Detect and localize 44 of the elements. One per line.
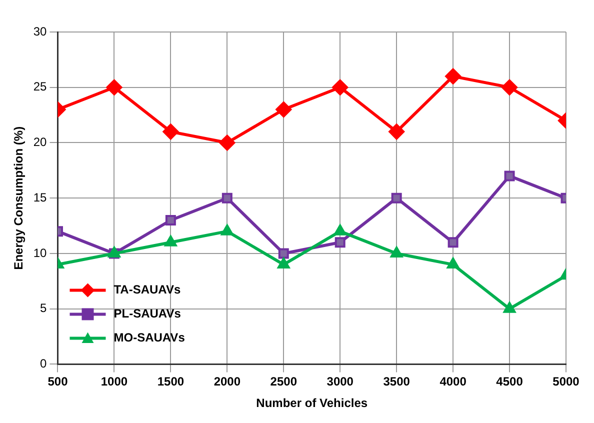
point <box>334 224 346 236</box>
point <box>448 237 458 248</box>
point <box>334 237 346 248</box>
point <box>278 248 289 259</box>
y-tick-label: 5 <box>40 301 48 316</box>
point <box>277 258 290 269</box>
point <box>332 79 348 96</box>
point <box>165 215 176 226</box>
point <box>220 224 234 236</box>
y-tick-label: 20 <box>33 135 48 150</box>
y-tick-label: 10 <box>33 246 48 260</box>
point <box>162 124 179 140</box>
x-tick-label: 2000 <box>214 374 241 389</box>
x-tick-label: 1000 <box>100 374 128 389</box>
point <box>446 258 460 269</box>
point <box>504 170 515 182</box>
x-tick-label: 4000 <box>440 374 467 389</box>
legend-label: MO-SAUAVs <box>114 330 186 345</box>
legend-label: PL-SAUAVs <box>114 306 182 321</box>
x-tick-label: 4500 <box>496 374 524 389</box>
x-tick-label: 1500 <box>157 374 184 389</box>
legend-label: TA-SAUAVs <box>114 282 181 297</box>
y-tick-label: 30 <box>33 24 48 38</box>
x-tick-label: 3500 <box>383 374 410 389</box>
x-axis-title: Number of Vehicles <box>256 396 368 410</box>
x-tick-label: 5000 <box>552 374 580 389</box>
y-tick-label: 0 <box>40 356 48 371</box>
y-tick-label: 25 <box>33 80 48 94</box>
point <box>503 302 516 313</box>
point <box>222 192 232 204</box>
x-tick-label: 2500 <box>270 374 298 389</box>
point <box>445 68 462 84</box>
point <box>164 235 177 246</box>
x-tick-label: 500 <box>48 374 68 389</box>
point <box>276 102 292 118</box>
point <box>106 79 122 96</box>
x-tick-label: 3000 <box>326 374 354 389</box>
point <box>391 192 402 204</box>
y-tick-label: 15 <box>33 190 48 204</box>
point <box>502 79 518 96</box>
point <box>388 124 405 140</box>
point <box>390 246 403 258</box>
y-axis-title: Energy Consumption (%) <box>12 126 26 270</box>
point <box>219 134 236 151</box>
